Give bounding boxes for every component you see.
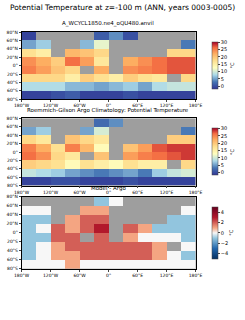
svg-text:80°N: 80°N [7,30,18,35]
svg-text:40°N: 40°N [7,133,18,138]
svg-text:2: 2 [221,219,224,225]
svg-text:60°N: 60°N [7,124,18,129]
svg-text:°C: °C [229,62,235,69]
svg-text:60°N: 60°N [7,38,18,43]
svg-text:180°E: 180°E [189,273,203,278]
svg-text:Model - Argo: Model - Argo [91,185,126,192]
svg-text:25: 25 [221,133,227,139]
svg-text:80°S: 80°S [7,266,18,271]
svg-text:A_WCYCL1850.ne4_oQU480.anvil: A_WCYCL1850.ne4_oQU480.anvil [62,20,154,27]
svg-text:180°W: 180°W [14,190,30,195]
svg-text:15: 15 [221,147,227,153]
svg-text:60°W: 60°W [73,273,86,278]
svg-text:60°E: 60°E [132,103,143,108]
svg-text:20: 20 [221,54,227,60]
svg-text:180°W: 180°W [14,103,30,108]
svg-text:80°N: 80°N [7,116,18,121]
svg-text:80°S: 80°S [7,183,18,188]
svg-text:−2: −2 [221,240,228,246]
svg-text:20°S: 20°S [7,158,18,163]
svg-text:0°: 0° [13,63,18,68]
svg-text:80°S: 80°S [7,97,18,102]
svg-text:180°E: 180°E [189,190,203,195]
svg-text:10: 10 [221,68,227,74]
svg-text:40°N: 40°N [7,212,18,217]
svg-text:60°W: 60°W [73,103,86,108]
svg-text:5: 5 [221,162,224,168]
svg-text:0°: 0° [106,103,111,108]
svg-text:30: 30 [221,125,227,131]
svg-text:120°E: 120°E [160,103,174,108]
svg-text:20°N: 20°N [7,55,18,60]
svg-text:60°E: 60°E [132,190,143,195]
svg-text:40°N: 40°N [7,46,18,51]
svg-text:180°E: 180°E [189,103,203,108]
svg-text:30: 30 [221,39,227,45]
svg-text:60°N: 60°N [7,203,18,208]
svg-text:5: 5 [221,76,224,82]
svg-text:20°N: 20°N [7,141,18,146]
svg-text:4: 4 [221,209,224,215]
svg-text:25: 25 [221,46,227,52]
svg-text:0: 0 [221,169,224,175]
svg-text:60°S: 60°S [7,88,18,93]
svg-text:80°N: 80°N [7,194,18,199]
svg-text:40°S: 40°S [7,80,18,85]
svg-text:120°W: 120°W [43,273,59,278]
svg-text:0°: 0° [13,230,18,235]
svg-text:120°W: 120°W [43,190,59,195]
svg-text:20°S: 20°S [7,239,18,244]
svg-text:40°S: 40°S [7,248,18,253]
svg-text:0°: 0° [13,150,18,155]
svg-text:40°S: 40°S [7,166,18,171]
svg-text:Roemmich-Gilson Argo Climatolo: Roemmich-Gilson Argo Climatology: Potent… [27,107,189,114]
svg-text:60°E: 60°E [132,273,143,278]
svg-text:60°S: 60°S [7,175,18,180]
svg-text:20: 20 [221,140,227,146]
svg-text:20°S: 20°S [7,72,18,77]
svg-text:120°E: 120°E [160,273,174,278]
svg-text:−4: −4 [221,250,228,256]
svg-text:120°W: 120°W [43,103,59,108]
svg-text:60°W: 60°W [73,190,86,195]
svg-text:°C: °C [229,149,235,156]
svg-text:10: 10 [221,155,227,161]
svg-text:0°: 0° [106,273,111,278]
svg-text:60°S: 60°S [7,257,18,262]
svg-text:180°W: 180°W [14,273,30,278]
svg-text:°C: °C [228,229,234,236]
svg-text:15: 15 [221,61,227,67]
svg-text:20°N: 20°N [7,221,18,226]
svg-text:0°: 0° [106,190,111,195]
svg-text:0: 0 [221,230,224,236]
svg-text:0: 0 [221,83,224,89]
svg-text:120°E: 120°E [160,190,174,195]
svg-text:Potential Temperature at z=-10: Potential Temperature at z=-100 m (ANN, … [10,3,235,12]
